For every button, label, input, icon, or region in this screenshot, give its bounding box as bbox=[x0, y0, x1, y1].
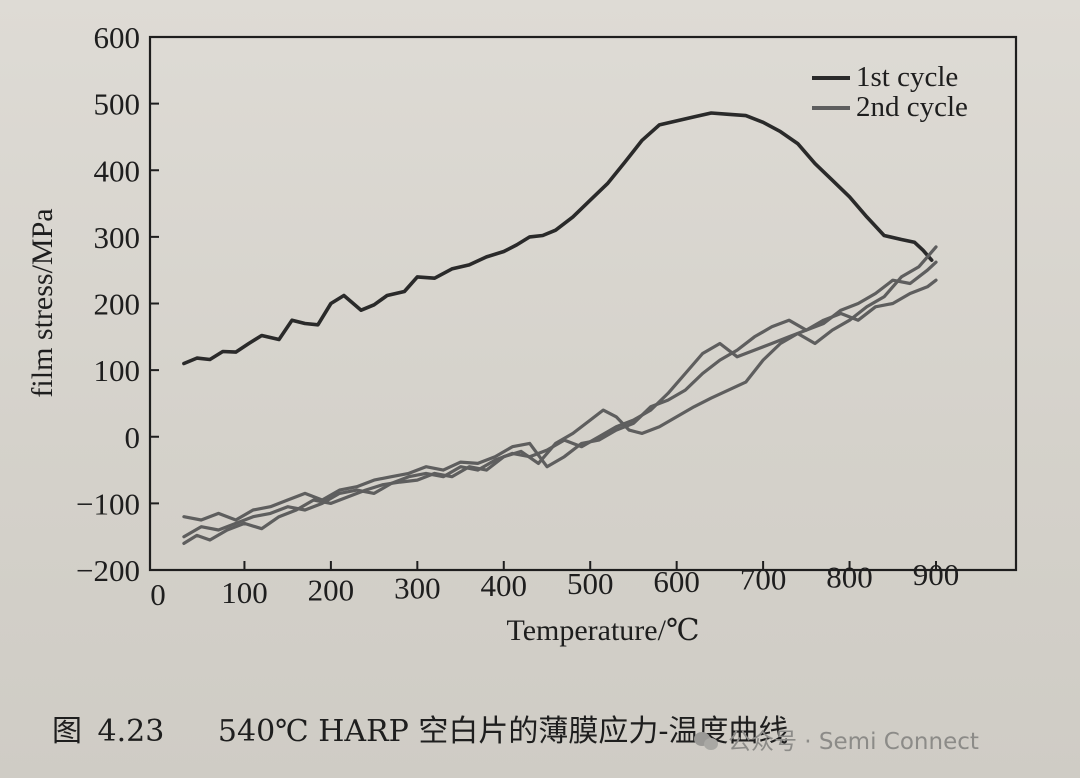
y-tick-label: 600 bbox=[94, 20, 141, 55]
x-tick-label: 700 bbox=[740, 562, 787, 597]
y-tick-label: 500 bbox=[94, 87, 141, 122]
x-tick-label: 600 bbox=[653, 564, 700, 599]
y-tick-label: −100 bbox=[76, 486, 140, 521]
legend-label-1st-cycle: 1st cycle bbox=[856, 61, 958, 93]
x-axis-title: Temperature/℃ bbox=[506, 614, 699, 647]
x-axis: 0 100 200 300 400 500 600 700 800 900 bbox=[150, 557, 959, 612]
wechat-icon bbox=[694, 730, 720, 752]
legend-label-2nd-cycle: 2nd cycle bbox=[856, 91, 968, 123]
series-line-2nd-cycle-trace-1 bbox=[182, 245, 938, 545]
x-tick-label: 800 bbox=[826, 559, 873, 594]
legend: 1st cycle 2nd cycle bbox=[812, 61, 968, 123]
watermark-text: 公众号 · Semi Connect bbox=[728, 729, 979, 755]
watermark: 公众号 · Semi Connect bbox=[694, 722, 979, 756]
x-tick-label: 500 bbox=[567, 566, 614, 601]
series-line-2nd-cycle-trace-2 bbox=[182, 260, 938, 522]
y-tick-label: 100 bbox=[94, 353, 141, 388]
figure-caption: 图 4.23 540℃ HARP 空白片的薄膜应力-温度曲线 bbox=[52, 706, 1052, 750]
x-tick-label: 100 bbox=[221, 575, 268, 610]
x-tick-label: 0 bbox=[150, 577, 166, 612]
x-tick-label: 900 bbox=[913, 557, 960, 592]
y-tick-label: 0 bbox=[125, 420, 141, 455]
y-axis: 600 500 400 300 200 100 0 −100 −200 bbox=[76, 20, 159, 588]
y-tick-label: 300 bbox=[94, 220, 141, 255]
x-tick-label: 400 bbox=[481, 568, 528, 603]
series-layer bbox=[182, 111, 938, 545]
x-tick-label: 300 bbox=[394, 570, 441, 605]
x-tick-label: 200 bbox=[308, 573, 355, 608]
caption-text: 540℃ HARP 空白片的薄膜应力-温度曲线 bbox=[217, 714, 789, 749]
y-tick-label: 200 bbox=[94, 287, 141, 322]
stress-temperature-chart: 600 500 400 300 200 100 0 −100 −200 0 100 200 300 40… bbox=[26, 20, 1018, 647]
series-line-2nd-cycle-trace-3 bbox=[182, 278, 938, 539]
caption-figure-number: 4.23 bbox=[97, 714, 165, 749]
caption-figure-label: 图 bbox=[52, 714, 82, 749]
series-line-1st-cycle bbox=[182, 111, 934, 366]
y-tick-label: −200 bbox=[76, 553, 140, 588]
y-tick-label: 400 bbox=[94, 153, 141, 188]
y-axis-title: film stress/MPa bbox=[26, 208, 59, 397]
